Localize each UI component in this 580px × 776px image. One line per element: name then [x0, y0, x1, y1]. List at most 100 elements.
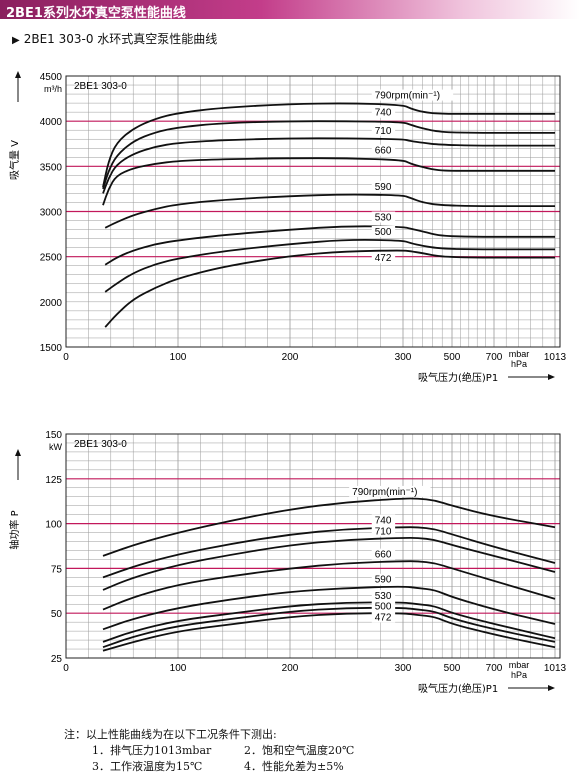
x-tick-label: 300	[395, 663, 412, 674]
x-tick-label: 300	[395, 352, 412, 363]
x-unit-mbar: mbar	[509, 660, 530, 670]
series-line	[102, 612, 556, 652]
header-title: 2BE1系列水环真空泵性能曲线	[6, 6, 186, 21]
y-tick-label: 4000	[40, 117, 63, 128]
series-label: 660	[375, 550, 392, 561]
y-axis-label: 轴功率 P	[8, 510, 21, 549]
series-label: 472	[375, 612, 392, 623]
power-chart: 25 50 75 100 125 150 0 100 200 300 500 700 1013 mbarh…	[8, 430, 567, 695]
plot-frame	[65, 75, 561, 348]
series-label-background	[371, 89, 454, 101]
y-tick-label: 3000	[40, 208, 63, 219]
series-line	[104, 239, 555, 293]
x-tick-label: 100	[170, 352, 187, 363]
series-label-background	[371, 514, 396, 526]
y-tick-label: 100	[45, 520, 62, 531]
model-label: 2BE1 303-0	[74, 439, 127, 450]
y-tick-label: 75	[51, 564, 63, 575]
plot-frame	[65, 433, 561, 659]
test-conditions-note: 注：以上性能曲线为在以下工况条件下测出: 1．排气压力1013mbar 2．饱和空…	[64, 727, 354, 775]
series-label: 740	[375, 108, 392, 119]
series-label-background	[371, 106, 396, 118]
y-tick-label: 1500	[40, 343, 63, 354]
x-axis-label: 吸气压力(绝压)P1	[418, 682, 498, 695]
series-label-background	[371, 225, 396, 237]
series-line	[102, 560, 556, 611]
series-line	[102, 606, 556, 649]
plot-area	[65, 433, 561, 659]
y-axis-label: 吸气量 V	[8, 140, 21, 180]
series-label-background	[371, 144, 396, 156]
note-item-3: 3．工作液温度为15℃	[92, 760, 203, 773]
series-label-background	[371, 525, 396, 537]
series-label: 710	[375, 526, 392, 537]
series-label: 472	[375, 253, 392, 264]
x-tick-label: 1013	[544, 663, 567, 674]
series-label-background	[349, 485, 431, 497]
series-line	[102, 120, 555, 190]
x-tick-label: 0	[63, 352, 69, 363]
series-label-background	[371, 611, 396, 623]
series-line	[104, 193, 555, 229]
series-label: 790rpm(min⁻¹)	[375, 91, 440, 102]
y-axis-arrowhead-icon	[15, 71, 21, 78]
y-unit-label: kW	[49, 442, 63, 452]
x-axis-arrowhead-icon	[548, 374, 555, 380]
y-tick-label: 50	[51, 609, 63, 620]
note-title: 注：以上性能曲线为在以下工况条件下测出:	[64, 728, 277, 741]
x-tick-label: 200	[282, 352, 299, 363]
x-tick-label: 200	[282, 663, 299, 674]
x-tick-label: 500	[444, 663, 461, 674]
y-tick-label: 25	[51, 654, 63, 665]
plot-area	[65, 75, 561, 348]
x-unit-mbar: mbar	[509, 349, 530, 359]
series-line	[102, 537, 556, 591]
note-item-4: 4．性能允差为±5%	[244, 760, 344, 773]
series-label: 660	[375, 146, 392, 157]
series-line	[102, 102, 555, 188]
y-tick-label: 4500	[40, 72, 63, 83]
y-tick-label: 2000	[40, 298, 63, 309]
series-line	[102, 157, 555, 206]
series-label: 790rpm(min⁻¹)	[352, 487, 417, 498]
series-label: 500	[375, 602, 392, 613]
x-tick-label: 500	[444, 352, 461, 363]
series-label: 710	[375, 126, 392, 137]
y-tick-label: 3500	[40, 162, 63, 173]
x-unit-hpa: hPa	[511, 359, 527, 369]
y-axis-arrowhead-icon	[15, 449, 21, 456]
x-unit-hpa: hPa	[511, 670, 527, 680]
note-item-2: 2．饱和空气温度20℃	[244, 744, 355, 757]
series-label: 530	[375, 591, 392, 602]
y-unit-label: m³/h	[44, 84, 62, 94]
x-axis-label: 吸气压力(绝压)P1	[418, 371, 498, 384]
x-tick-label: 700	[486, 352, 503, 363]
chart-subtitle: ▶ 2BE1 303-0 水环式真空泵性能曲线	[12, 30, 217, 47]
series-line	[102, 137, 555, 194]
series-line	[102, 526, 556, 579]
x-tick-label: 700	[486, 663, 503, 674]
y-tick-label: 150	[45, 430, 62, 441]
series-label: 530	[375, 213, 392, 224]
series-label: 590	[375, 575, 392, 586]
x-tick-label: 1013	[544, 352, 567, 363]
capacity-chart: 1500 2000 2500 3000 3500 4000 4500 0 100 200 300 50…	[8, 71, 567, 384]
x-axis-arrowhead-icon	[548, 685, 555, 691]
series-label-background	[371, 211, 396, 223]
series-label-background	[371, 600, 396, 612]
x-tick-label: 0	[63, 663, 69, 674]
series-line	[102, 585, 556, 631]
subtitle-text: 2BE1 303-0 水环式真空泵性能曲线	[23, 32, 218, 46]
series-line	[102, 601, 556, 643]
model-label: 2BE1 303-0	[74, 81, 127, 92]
series-label-background	[371, 252, 396, 264]
y-tick-label: 2500	[40, 253, 63, 264]
series-label-background	[371, 589, 396, 601]
series-label: 590	[375, 182, 392, 193]
series-label-background	[371, 548, 396, 560]
series-label-background	[371, 124, 396, 136]
series-label: 500	[375, 227, 392, 238]
series-label: 740	[375, 516, 392, 527]
series-label-background	[371, 573, 396, 585]
triangle-marker-icon: ▶	[12, 35, 20, 46]
